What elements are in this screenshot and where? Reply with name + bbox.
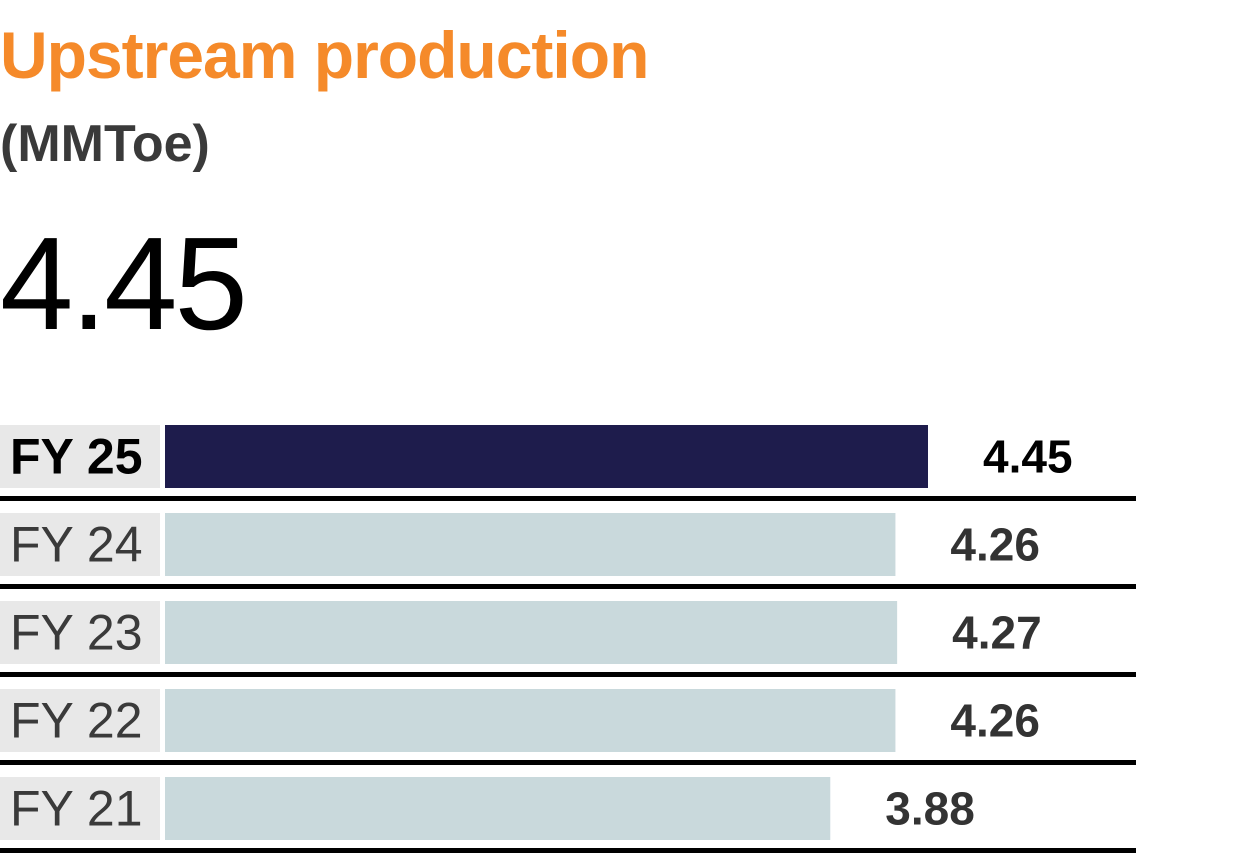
category-label-bg — [0, 777, 160, 840]
row-divider — [0, 672, 1136, 677]
row-divider — [0, 760, 1136, 765]
row-divider — [0, 848, 1136, 853]
category-label: FY 24 — [10, 517, 143, 573]
value-label: 4.26 — [950, 695, 1040, 747]
category-label-bg — [0, 601, 160, 664]
chart-title: Upstream production — [0, 18, 649, 92]
bar — [165, 513, 896, 576]
category-label-bg — [0, 425, 160, 488]
category-label: FY 23 — [10, 605, 143, 661]
bar — [165, 425, 928, 488]
value-label: 3.88 — [885, 783, 975, 835]
bar — [165, 689, 896, 752]
chart-unit: (MMToe) — [0, 115, 210, 173]
bar — [165, 777, 831, 840]
headline-value: 4.45 — [0, 210, 248, 357]
category-label: FY 25 — [10, 429, 143, 485]
category-label-bg — [0, 513, 160, 576]
category-label: FY 21 — [10, 781, 143, 837]
value-label: 4.45 — [983, 431, 1073, 483]
bar — [165, 601, 898, 664]
category-label: FY 22 — [10, 693, 143, 749]
category-label-bg — [0, 689, 160, 752]
row-divider — [0, 584, 1136, 589]
value-label: 4.26 — [950, 519, 1040, 571]
value-label: 4.27 — [952, 607, 1042, 659]
row-divider — [0, 496, 1136, 501]
